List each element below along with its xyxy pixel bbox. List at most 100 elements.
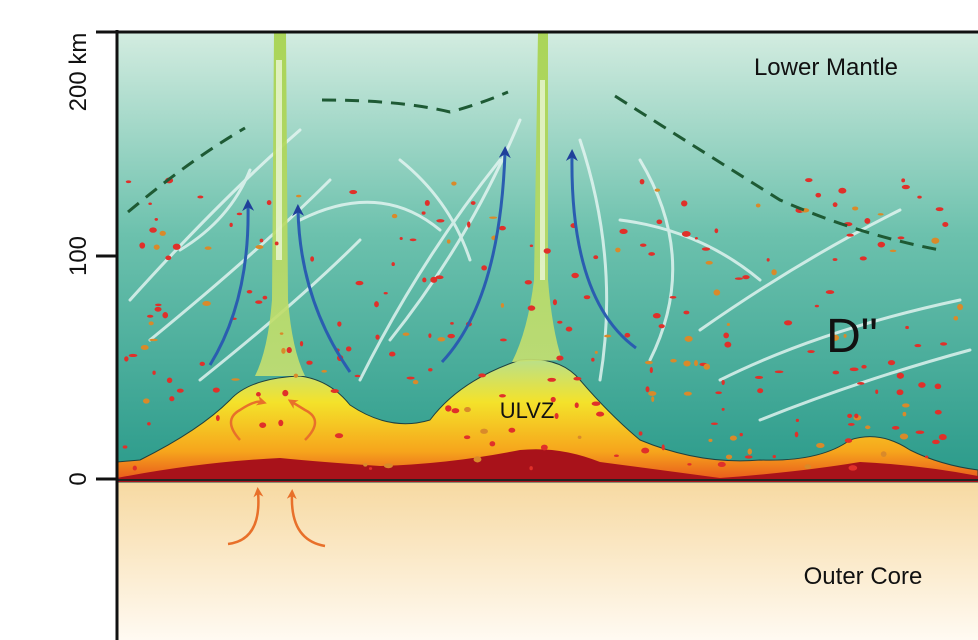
particle <box>857 382 865 385</box>
particle <box>658 324 665 329</box>
particle <box>159 230 166 236</box>
particle <box>278 419 284 427</box>
particle <box>255 300 263 304</box>
particle <box>852 206 859 211</box>
particle <box>321 369 327 373</box>
particle <box>451 408 460 414</box>
particle <box>406 376 415 380</box>
particle <box>445 405 452 412</box>
particle <box>641 447 650 454</box>
particle <box>480 428 488 434</box>
particle <box>754 375 764 379</box>
particle <box>529 466 533 471</box>
particle <box>774 370 784 374</box>
particle <box>197 195 204 199</box>
particle <box>648 391 657 396</box>
particle <box>500 303 505 308</box>
particle <box>897 236 905 240</box>
particle <box>259 238 264 243</box>
particle <box>814 304 820 308</box>
particle <box>861 364 867 369</box>
particle <box>375 334 380 340</box>
particle <box>901 178 906 183</box>
particle <box>527 305 536 311</box>
particle <box>259 422 267 428</box>
particle <box>176 388 184 393</box>
tick-label: 200 km <box>65 33 92 112</box>
particle <box>715 391 722 395</box>
particle <box>125 180 132 184</box>
particle <box>374 301 379 308</box>
particle <box>914 343 922 348</box>
particle <box>891 425 900 430</box>
particle <box>795 418 800 423</box>
particle <box>742 275 750 280</box>
particle <box>917 195 922 199</box>
particle <box>832 370 840 375</box>
particle <box>755 203 761 208</box>
particle <box>447 333 455 339</box>
particle <box>478 373 486 378</box>
particle <box>437 337 446 342</box>
particle <box>915 430 925 434</box>
heat-arrows <box>227 395 326 548</box>
particle <box>905 325 909 330</box>
particle <box>450 322 454 325</box>
particle <box>932 439 940 445</box>
plume-core <box>276 60 282 260</box>
particle <box>783 320 793 326</box>
particle <box>337 321 342 327</box>
particle <box>832 258 838 261</box>
particle <box>498 225 506 231</box>
particle <box>938 433 947 441</box>
particle <box>744 455 753 459</box>
particle <box>355 280 364 286</box>
particle <box>717 461 726 468</box>
particle <box>296 194 302 198</box>
particle <box>656 219 663 225</box>
particle <box>847 422 855 426</box>
particle <box>651 396 655 403</box>
particle <box>524 280 532 285</box>
particle <box>815 192 822 198</box>
particle <box>604 334 612 338</box>
particle <box>681 230 691 237</box>
particle <box>172 243 181 250</box>
particle <box>153 244 160 250</box>
particle <box>816 442 825 449</box>
particle <box>918 382 926 388</box>
particle <box>902 403 910 408</box>
particle <box>421 211 426 215</box>
particle <box>683 310 690 315</box>
particle <box>593 255 599 260</box>
particle <box>901 184 910 190</box>
particle <box>875 389 879 394</box>
particle <box>166 377 173 384</box>
particle <box>843 334 847 338</box>
particle <box>165 255 172 261</box>
particle <box>132 465 137 471</box>
particle <box>122 445 128 449</box>
particle <box>652 313 661 319</box>
particle <box>236 212 243 216</box>
particle <box>583 295 591 300</box>
particle <box>556 355 564 361</box>
particle <box>896 372 905 379</box>
outer-core-label: Outer Core <box>804 563 923 590</box>
particle <box>721 407 725 411</box>
particle <box>880 451 887 457</box>
particle <box>202 300 211 306</box>
plume <box>512 32 562 362</box>
particle <box>649 367 653 374</box>
particle <box>215 415 220 422</box>
particle <box>262 295 268 300</box>
particle <box>935 207 944 212</box>
particle <box>464 406 471 413</box>
particle <box>859 256 867 261</box>
particle <box>794 431 799 438</box>
particle <box>683 391 692 396</box>
particle <box>940 342 948 346</box>
particle <box>854 413 859 419</box>
tick-label: 100 <box>65 236 92 276</box>
d-double-prime-label: D" <box>826 310 878 363</box>
